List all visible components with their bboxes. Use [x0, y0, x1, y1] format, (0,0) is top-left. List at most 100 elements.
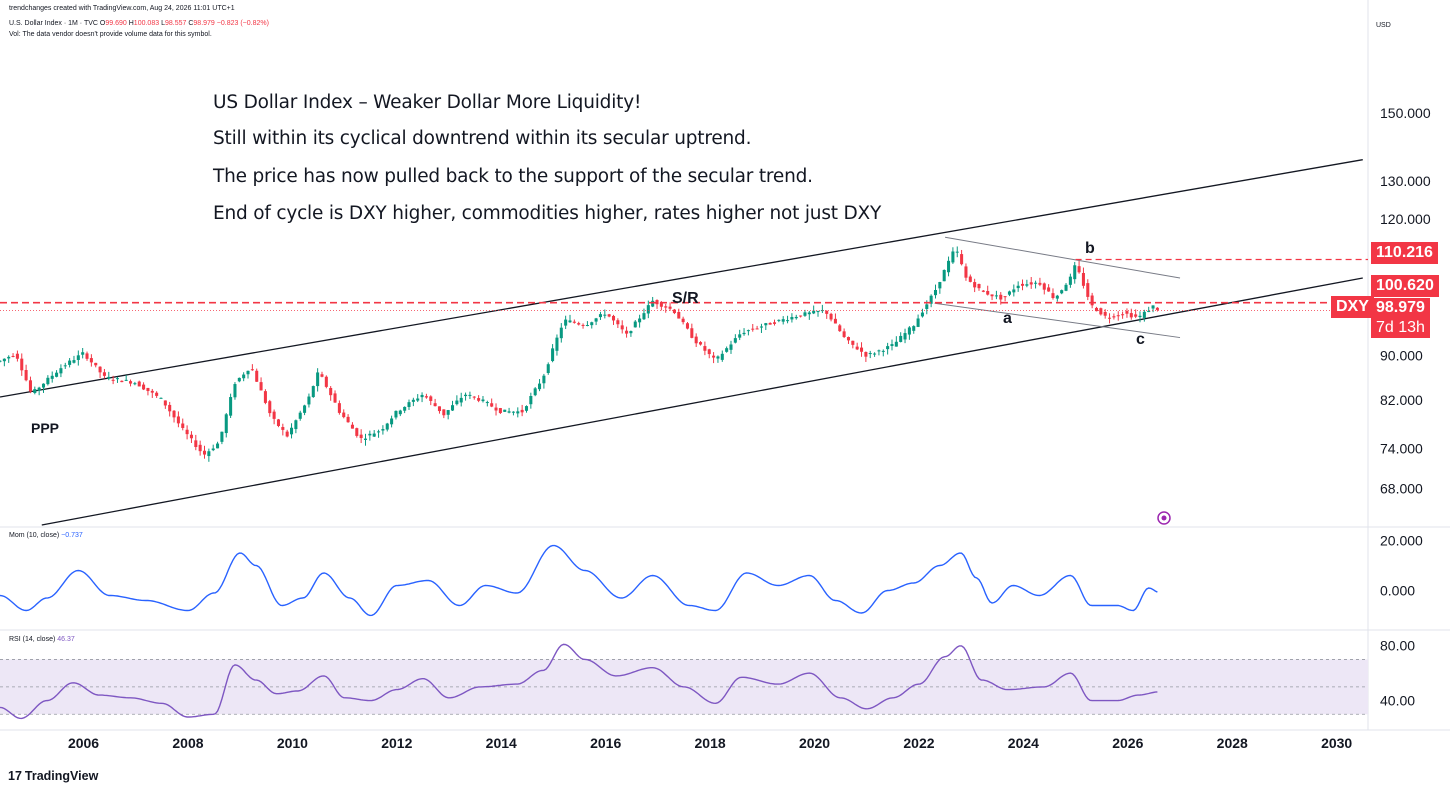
candle-body — [437, 406, 441, 412]
candle-body — [15, 353, 19, 359]
x-tick-label: 2006 — [68, 735, 99, 751]
candle-body — [242, 374, 246, 379]
candle-body — [590, 322, 594, 326]
symbol-ohlc-line: U.S. Dollar Index · 1M · TVC O99.690 H10… — [9, 20, 269, 27]
candle-body — [994, 295, 998, 297]
candle-body — [320, 374, 324, 377]
candle-body — [433, 403, 437, 407]
candle-body — [2, 358, 6, 362]
candle-body — [46, 377, 50, 385]
candle-body — [1020, 283, 1025, 286]
candle-body — [625, 330, 629, 334]
candle-body — [790, 317, 794, 320]
candle-body — [420, 394, 424, 398]
dashed-price-levels — [0, 258, 1368, 311]
x-tick-label: 2020 — [799, 735, 830, 751]
candle-body — [111, 379, 115, 381]
candle-body — [102, 372, 106, 376]
candle-body — [764, 323, 768, 326]
candle-body — [181, 423, 185, 428]
candle-body — [129, 381, 133, 384]
tradingview-logo[interactable]: 17 TradingView — [8, 769, 98, 783]
annotation-title: US Dollar Index – Weaker Dollar More Liq… — [213, 92, 642, 113]
candle-body — [1077, 266, 1081, 273]
x-axis-ticks: 2006 2008 2010 2012 2014 2016 2018 2020 2022 2024… — [68, 735, 1352, 751]
candle-body — [468, 394, 472, 396]
candle-body — [794, 316, 798, 319]
candle-body — [1055, 295, 1059, 299]
candle-body — [1068, 276, 1072, 285]
rsi-line — [0, 643, 1158, 720]
candle-body — [1090, 295, 1094, 306]
candle-body — [481, 399, 485, 402]
candle-body — [1016, 285, 1020, 289]
candle-body — [672, 309, 676, 314]
candle-body — [194, 440, 198, 448]
candle-body — [681, 318, 685, 323]
candle-body — [494, 407, 498, 411]
price-tag-last: 98.979 — [1371, 298, 1430, 318]
candle-body — [607, 314, 611, 317]
candle-body — [342, 412, 346, 418]
candle-body — [846, 337, 850, 341]
candle-body — [886, 346, 890, 350]
candle-body — [620, 325, 624, 330]
candle-body — [520, 409, 524, 413]
price-tag-100: 100.620 — [1371, 275, 1439, 297]
candle-body — [733, 338, 737, 343]
candle-body — [259, 382, 263, 391]
candle-body — [446, 410, 450, 415]
candle-body — [1003, 296, 1007, 298]
chart-credit: trendchanges created with TradingView.co… — [9, 5, 235, 12]
mom-line — [0, 544, 1158, 617]
y-axis-ticks: 150.000 130.000 120.000 90.000 82.000 74.000 6… — [1380, 105, 1431, 708]
ppp-label: PPP — [31, 420, 60, 436]
candle-body — [7, 356, 11, 359]
candle-body — [290, 427, 294, 435]
candle-body — [977, 283, 981, 289]
candle-body — [350, 424, 354, 429]
candle-body — [307, 396, 311, 405]
candle-body — [799, 315, 803, 317]
candle-body — [694, 336, 698, 344]
candle-body — [990, 294, 994, 297]
candle-body — [677, 312, 681, 319]
candle-body — [224, 414, 228, 434]
candle-body — [81, 352, 85, 355]
rsi-legend[interactable]: RSI (14, close) 46.37 — [9, 636, 75, 643]
candle-body — [838, 325, 842, 332]
candle-body — [511, 411, 515, 413]
wave-a-label: a — [1003, 310, 1012, 327]
candle-body — [568, 320, 572, 323]
candle-body — [1155, 307, 1159, 310]
candle-body — [920, 312, 924, 317]
candle-body — [598, 314, 602, 318]
candle-body — [690, 328, 694, 338]
y-tick-label: 130.000 — [1380, 173, 1431, 189]
candle-body — [363, 438, 368, 440]
candle-body — [716, 356, 720, 359]
candle-body — [655, 300, 659, 305]
candle-body — [742, 332, 746, 335]
currency-label[interactable]: USD — [1376, 22, 1391, 29]
candle-body — [246, 370, 250, 375]
candle-body — [168, 404, 172, 412]
candle-body — [860, 347, 864, 352]
candle-body — [11, 355, 15, 357]
mom-y-tick-label: 20.000 — [1380, 533, 1423, 549]
candle-body — [394, 410, 398, 418]
y-tick-label: 120.000 — [1380, 211, 1431, 227]
candle-body — [938, 282, 942, 289]
candle-body — [933, 289, 938, 296]
event-marker-icon[interactable] — [1157, 511, 1171, 525]
candle-body — [729, 344, 733, 350]
candle-body — [176, 416, 180, 424]
candle-body — [1073, 265, 1077, 280]
candle-body — [146, 387, 150, 392]
candle-body — [968, 276, 972, 282]
candle-body — [986, 290, 990, 295]
mom-legend[interactable]: Mom (10, close) −0.737 — [9, 532, 83, 539]
candle-body — [1147, 310, 1151, 313]
wave-c-label: c — [1136, 331, 1145, 348]
